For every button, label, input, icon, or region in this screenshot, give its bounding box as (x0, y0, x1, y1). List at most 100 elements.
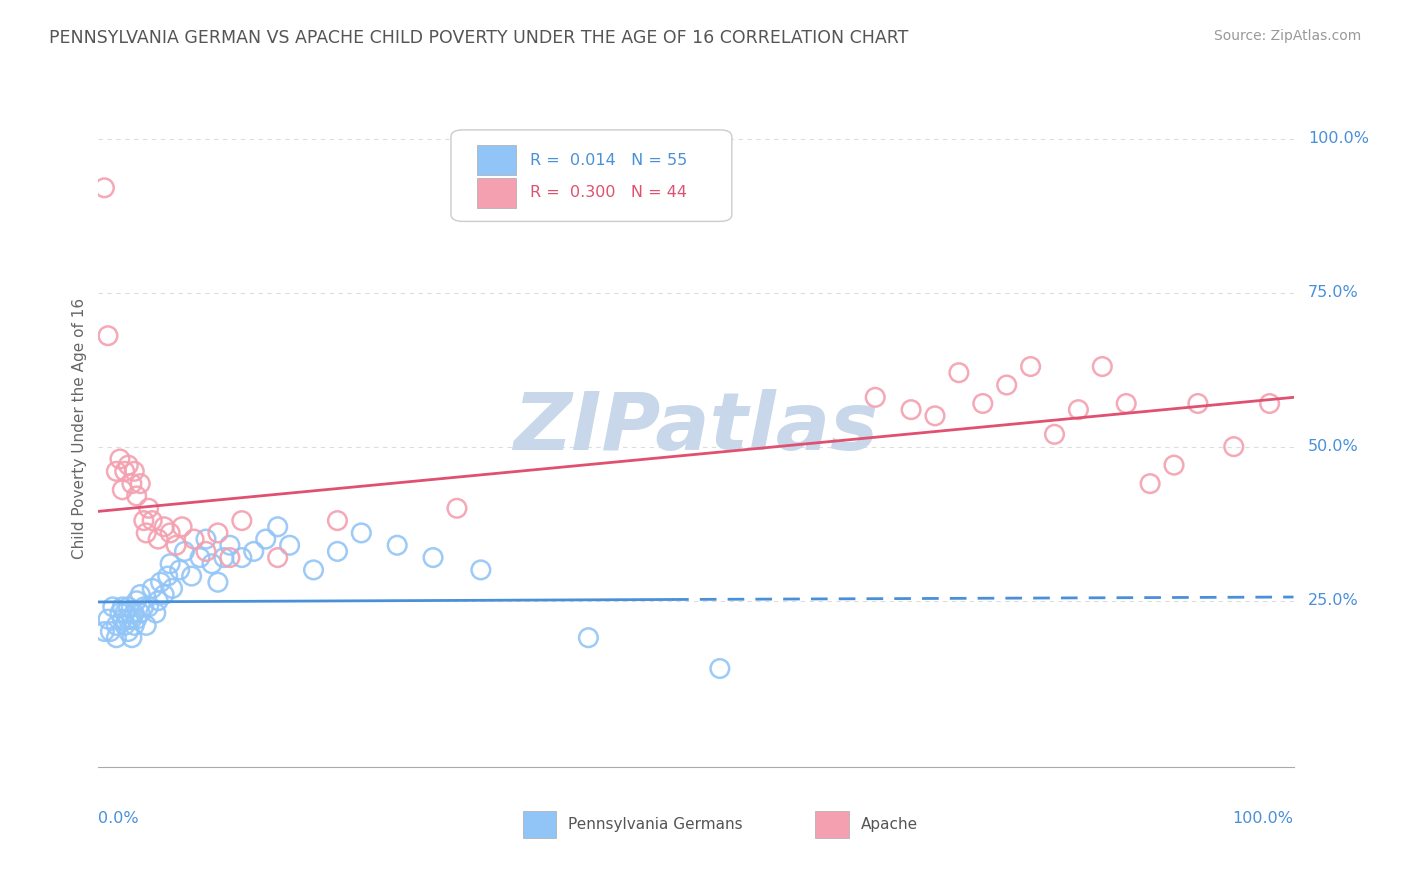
Point (135, 525, 157, 540)
Point (1258, 396, 1281, 410)
Point (141, 514, 163, 528)
Text: Pennsylvania Germans: Pennsylvania Germans (568, 817, 742, 832)
FancyBboxPatch shape (815, 811, 849, 838)
Point (132, 514, 155, 528)
Point (326, 544, 349, 558)
Point (302, 563, 325, 577)
Point (159, 525, 181, 540)
Point (111, 483, 134, 497)
Point (124, 606, 146, 620)
Point (1139, 476, 1161, 491)
FancyBboxPatch shape (523, 811, 557, 838)
Point (125, 593, 148, 607)
Point (900, 402, 922, 417)
Point (156, 569, 179, 583)
Point (153, 588, 176, 602)
Point (129, 588, 152, 602)
Point (578, 631, 600, 645)
Point (1187, 396, 1209, 410)
Point (97, 328, 120, 343)
Point (97, 612, 120, 626)
Point (129, 606, 152, 620)
Point (93, 624, 115, 639)
Text: 75.0%: 75.0% (1308, 285, 1358, 300)
Point (972, 396, 994, 410)
Point (1067, 402, 1090, 417)
Point (180, 569, 202, 583)
Point (101, 599, 124, 614)
Point (165, 538, 187, 552)
Point (148, 593, 170, 607)
Point (422, 550, 444, 565)
Text: R =  0.300   N = 44: R = 0.300 N = 44 (530, 186, 688, 201)
Text: 100.0%: 100.0% (1308, 131, 1369, 146)
Point (188, 550, 211, 565)
Point (446, 501, 468, 516)
Point (138, 501, 160, 516)
Point (105, 631, 128, 645)
Point (470, 563, 492, 577)
Point (117, 458, 139, 472)
Point (138, 599, 160, 614)
Point (114, 618, 136, 632)
Point (195, 532, 218, 546)
Point (121, 476, 143, 491)
Point (1115, 396, 1137, 410)
Point (169, 563, 191, 577)
Point (201, 557, 224, 571)
Text: Source: ZipAtlas.com: Source: ZipAtlas.com (1213, 29, 1361, 43)
Point (159, 557, 181, 571)
Point (267, 550, 290, 565)
Point (114, 464, 136, 478)
Text: 100.0%: 100.0% (1233, 811, 1294, 826)
Point (162, 582, 184, 596)
Text: 50.0%: 50.0% (1308, 439, 1358, 454)
Point (105, 464, 128, 478)
Point (121, 631, 143, 645)
Point (125, 489, 148, 503)
FancyBboxPatch shape (477, 178, 516, 208)
Point (145, 606, 167, 620)
Point (231, 550, 253, 565)
Point (108, 606, 131, 620)
Point (243, 544, 266, 558)
Text: 25.0%: 25.0% (1308, 593, 1358, 608)
Point (212, 550, 235, 565)
Text: Apache: Apache (860, 817, 918, 832)
Point (149, 575, 172, 590)
Point (207, 575, 229, 590)
Y-axis label: Child Poverty Under the Age of 16: Child Poverty Under the Age of 16 (72, 298, 87, 558)
Text: PENNSYLVANIA GERMAN VS APACHE CHILD POVERTY UNDER THE AGE OF 16 CORRELATION CHAR: PENNSYLVANIA GERMAN VS APACHE CHILD POVE… (49, 29, 908, 46)
Point (207, 525, 229, 540)
Point (117, 599, 139, 614)
Text: ZIPatlas: ZIPatlas (513, 389, 879, 467)
FancyBboxPatch shape (477, 145, 516, 176)
Point (219, 538, 242, 552)
Point (254, 532, 277, 546)
Point (121, 612, 143, 626)
Point (125, 612, 148, 626)
Point (1019, 359, 1042, 374)
Point (98, 624, 122, 639)
Point (267, 520, 290, 534)
Point (195, 544, 218, 558)
Point (105, 618, 128, 632)
Point (129, 476, 152, 491)
Point (1043, 427, 1066, 442)
Point (114, 606, 136, 620)
Point (385, 538, 409, 552)
Point (124, 464, 146, 478)
Point (231, 514, 253, 528)
Point (278, 538, 301, 552)
Point (111, 599, 134, 614)
Point (135, 618, 157, 632)
Point (1091, 359, 1114, 374)
Point (111, 612, 134, 626)
Point (183, 532, 205, 546)
Point (108, 452, 131, 467)
Point (117, 624, 139, 639)
Point (948, 366, 970, 380)
Point (132, 599, 155, 614)
Point (148, 532, 170, 546)
Point (709, 661, 731, 675)
